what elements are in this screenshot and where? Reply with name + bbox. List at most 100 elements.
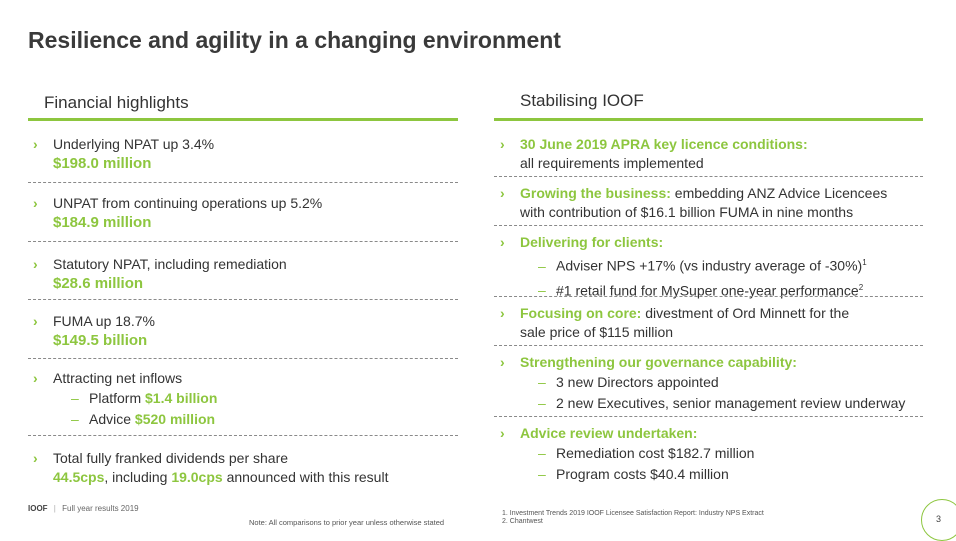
chevron-right-icon: › — [500, 234, 505, 250]
comparison-note: Note: All comparisons to prior year unle… — [249, 518, 445, 527]
dividend-text: , including — [104, 469, 172, 485]
chevron-right-icon: › — [33, 370, 38, 386]
item-text: Attracting net inflows — [53, 370, 183, 386]
right-item-2: › Growing the business: embedding ANZ Ad… — [500, 184, 923, 222]
footer-brand: IOOF | Full year results 2019 — [28, 504, 139, 513]
dividend-text-2: announced with this result — [222, 469, 389, 485]
item-text-2: with contribution of $16.1 billion FUMA … — [520, 204, 854, 220]
divider — [28, 182, 458, 183]
sub-text: Remediation cost $182.7 million — [556, 445, 755, 461]
item-text: divestment of Ord Minnett for the — [641, 305, 850, 321]
item-text: UNPAT from continuing operations up 5.2% — [53, 195, 323, 211]
page-title: Resilience and agility in a changing env… — [28, 27, 561, 53]
left-item-4: › FUMA up 18.7% $149.5 billion — [33, 312, 458, 350]
item-value: $184.9 million — [53, 214, 152, 231]
left-item-2: › UNPAT from continuing operations up 5.… — [33, 194, 458, 232]
chevron-right-icon: › — [500, 425, 505, 441]
item-text: all requirements implemented — [520, 155, 704, 171]
right-item-6: › Advice review undertaken: – Remediation… — [500, 424, 923, 485]
left-heading-rule — [28, 118, 458, 121]
left-item-5: › Attracting net inflows – Platform $1.4 … — [33, 369, 458, 430]
divider — [494, 225, 923, 226]
sub-label: Advice — [89, 411, 132, 427]
dash-bullet: – — [71, 390, 79, 406]
chevron-right-icon: › — [500, 136, 505, 152]
divider — [28, 299, 458, 300]
divider — [494, 296, 923, 297]
footnote-ref: 1 — [862, 258, 867, 267]
document-name: Full year results 2019 — [62, 504, 139, 513]
right-item-4: › Focusing on core: divestment of Ord Mi… — [500, 304, 923, 342]
divider — [28, 358, 458, 359]
sub-item: – Remediation cost $182.7 million — [538, 443, 923, 464]
chevron-right-icon: › — [33, 136, 38, 152]
divider — [494, 176, 923, 177]
item-heading: Advice review undertaken: — [520, 425, 698, 441]
divider — [494, 345, 923, 346]
dash-bullet: – — [538, 466, 546, 482]
sub-text: Adviser NPS +17% (vs industry average of… — [556, 257, 863, 274]
dash-bullet: – — [538, 445, 546, 461]
footnote-ref: 2 — [858, 282, 864, 292]
item-line: Growing the business: embedding ANZ Advi… — [520, 184, 923, 203]
page-number: 3 — [936, 514, 942, 524]
right-item-5: › Strengthening our governance capabilit… — [500, 353, 923, 414]
footer-separator: | — [53, 504, 56, 513]
stabilising-heading: Stabilising IOOF — [520, 91, 644, 110]
dividend-value-2: 19.0cps — [171, 469, 223, 485]
sub-value: $1.4 billion — [145, 390, 218, 406]
item-text: Statutory NPAT, including remediation — [53, 256, 287, 272]
sub-item: – Program costs $40.4 million — [538, 464, 923, 485]
chevron-right-icon: › — [33, 450, 38, 466]
item-value: $28.6 million — [53, 275, 144, 292]
sub-item: –3 new Directors appointed — [538, 372, 923, 393]
chevron-right-icon: › — [33, 313, 38, 329]
right-item-1: › 30 June 2019 APRA key licence conditio… — [500, 135, 923, 173]
item-text: Total fully franked dividends per share — [53, 450, 289, 466]
footnote-2: 2. Chantwest — [502, 518, 543, 525]
dash-bullet: – — [538, 257, 546, 274]
item-heading: Focusing on core: — [520, 305, 642, 321]
item-text-2: sale price of $115 million — [520, 324, 674, 340]
item-heading: Growing the business: — [520, 185, 671, 201]
divider — [28, 241, 458, 242]
right-item-3: › Delivering for clients: – Adviser NPS +… — [500, 233, 923, 301]
item-value: $198.0 million — [53, 155, 152, 172]
sub-item: – #1 retail fund for MySuper one-year per… — [538, 277, 923, 302]
right-heading-rule — [494, 118, 923, 121]
item-value: $149.5 billion — [53, 332, 148, 349]
brand-name: IOOF — [28, 504, 48, 513]
sub-label: Platform — [89, 390, 142, 406]
chevron-right-icon: › — [33, 195, 38, 211]
financial-highlights-heading: Financial highlights — [44, 93, 189, 112]
item-heading: Delivering for clients: — [520, 234, 664, 250]
sub-item: –2 new Executives, senior management rev… — [538, 393, 923, 414]
item-heading: Strengthening our governance capability: — [520, 354, 797, 370]
dividend-value: 44.5cps — [53, 469, 105, 485]
dash-bullet: – — [71, 411, 79, 427]
dash-bullet: – — [538, 282, 546, 299]
divider — [28, 435, 458, 436]
dash-bullet: – — [538, 374, 546, 390]
chevron-right-icon: › — [33, 256, 38, 272]
footnotes: 1. Investment Trends 2019 IOOF Licensee … — [502, 510, 764, 526]
chevron-right-icon: › — [500, 354, 505, 370]
sub-text: Program costs $40.4 million — [556, 466, 729, 482]
sub-value: $520 million — [134, 411, 216, 427]
sub-text: #1 retail fund for MySuper one-year perf… — [556, 282, 859, 299]
chevron-right-icon: › — [500, 185, 505, 201]
left-item-3: › Statutory NPAT, including remediation … — [33, 255, 458, 293]
item-line: Focusing on core: divestment of Ord Minn… — [520, 304, 923, 323]
item-text: embedding ANZ Advice Licencees — [670, 185, 888, 201]
left-item-6: › Total fully franked dividends per shar… — [33, 449, 458, 487]
chevron-right-icon: › — [500, 305, 505, 321]
dash-bullet: – — [538, 395, 546, 411]
item-heading: 30 June 2019 APRA key licence conditions… — [520, 136, 808, 152]
sub-text: 3 new Directors appointed — [556, 374, 719, 390]
sub-item: – Platform $1.4 billion — [71, 388, 458, 409]
divider — [494, 416, 923, 417]
sub-item: – Adviser NPS +17% (vs industry average o… — [538, 252, 923, 277]
left-item-1: › Underlying NPAT up 3.4% $198.0 million — [33, 135, 458, 173]
sub-text: 2 new Executives, senior management revi… — [556, 395, 906, 411]
footnote-1: 1. Investment Trends 2019 IOOF Licensee … — [502, 510, 764, 517]
